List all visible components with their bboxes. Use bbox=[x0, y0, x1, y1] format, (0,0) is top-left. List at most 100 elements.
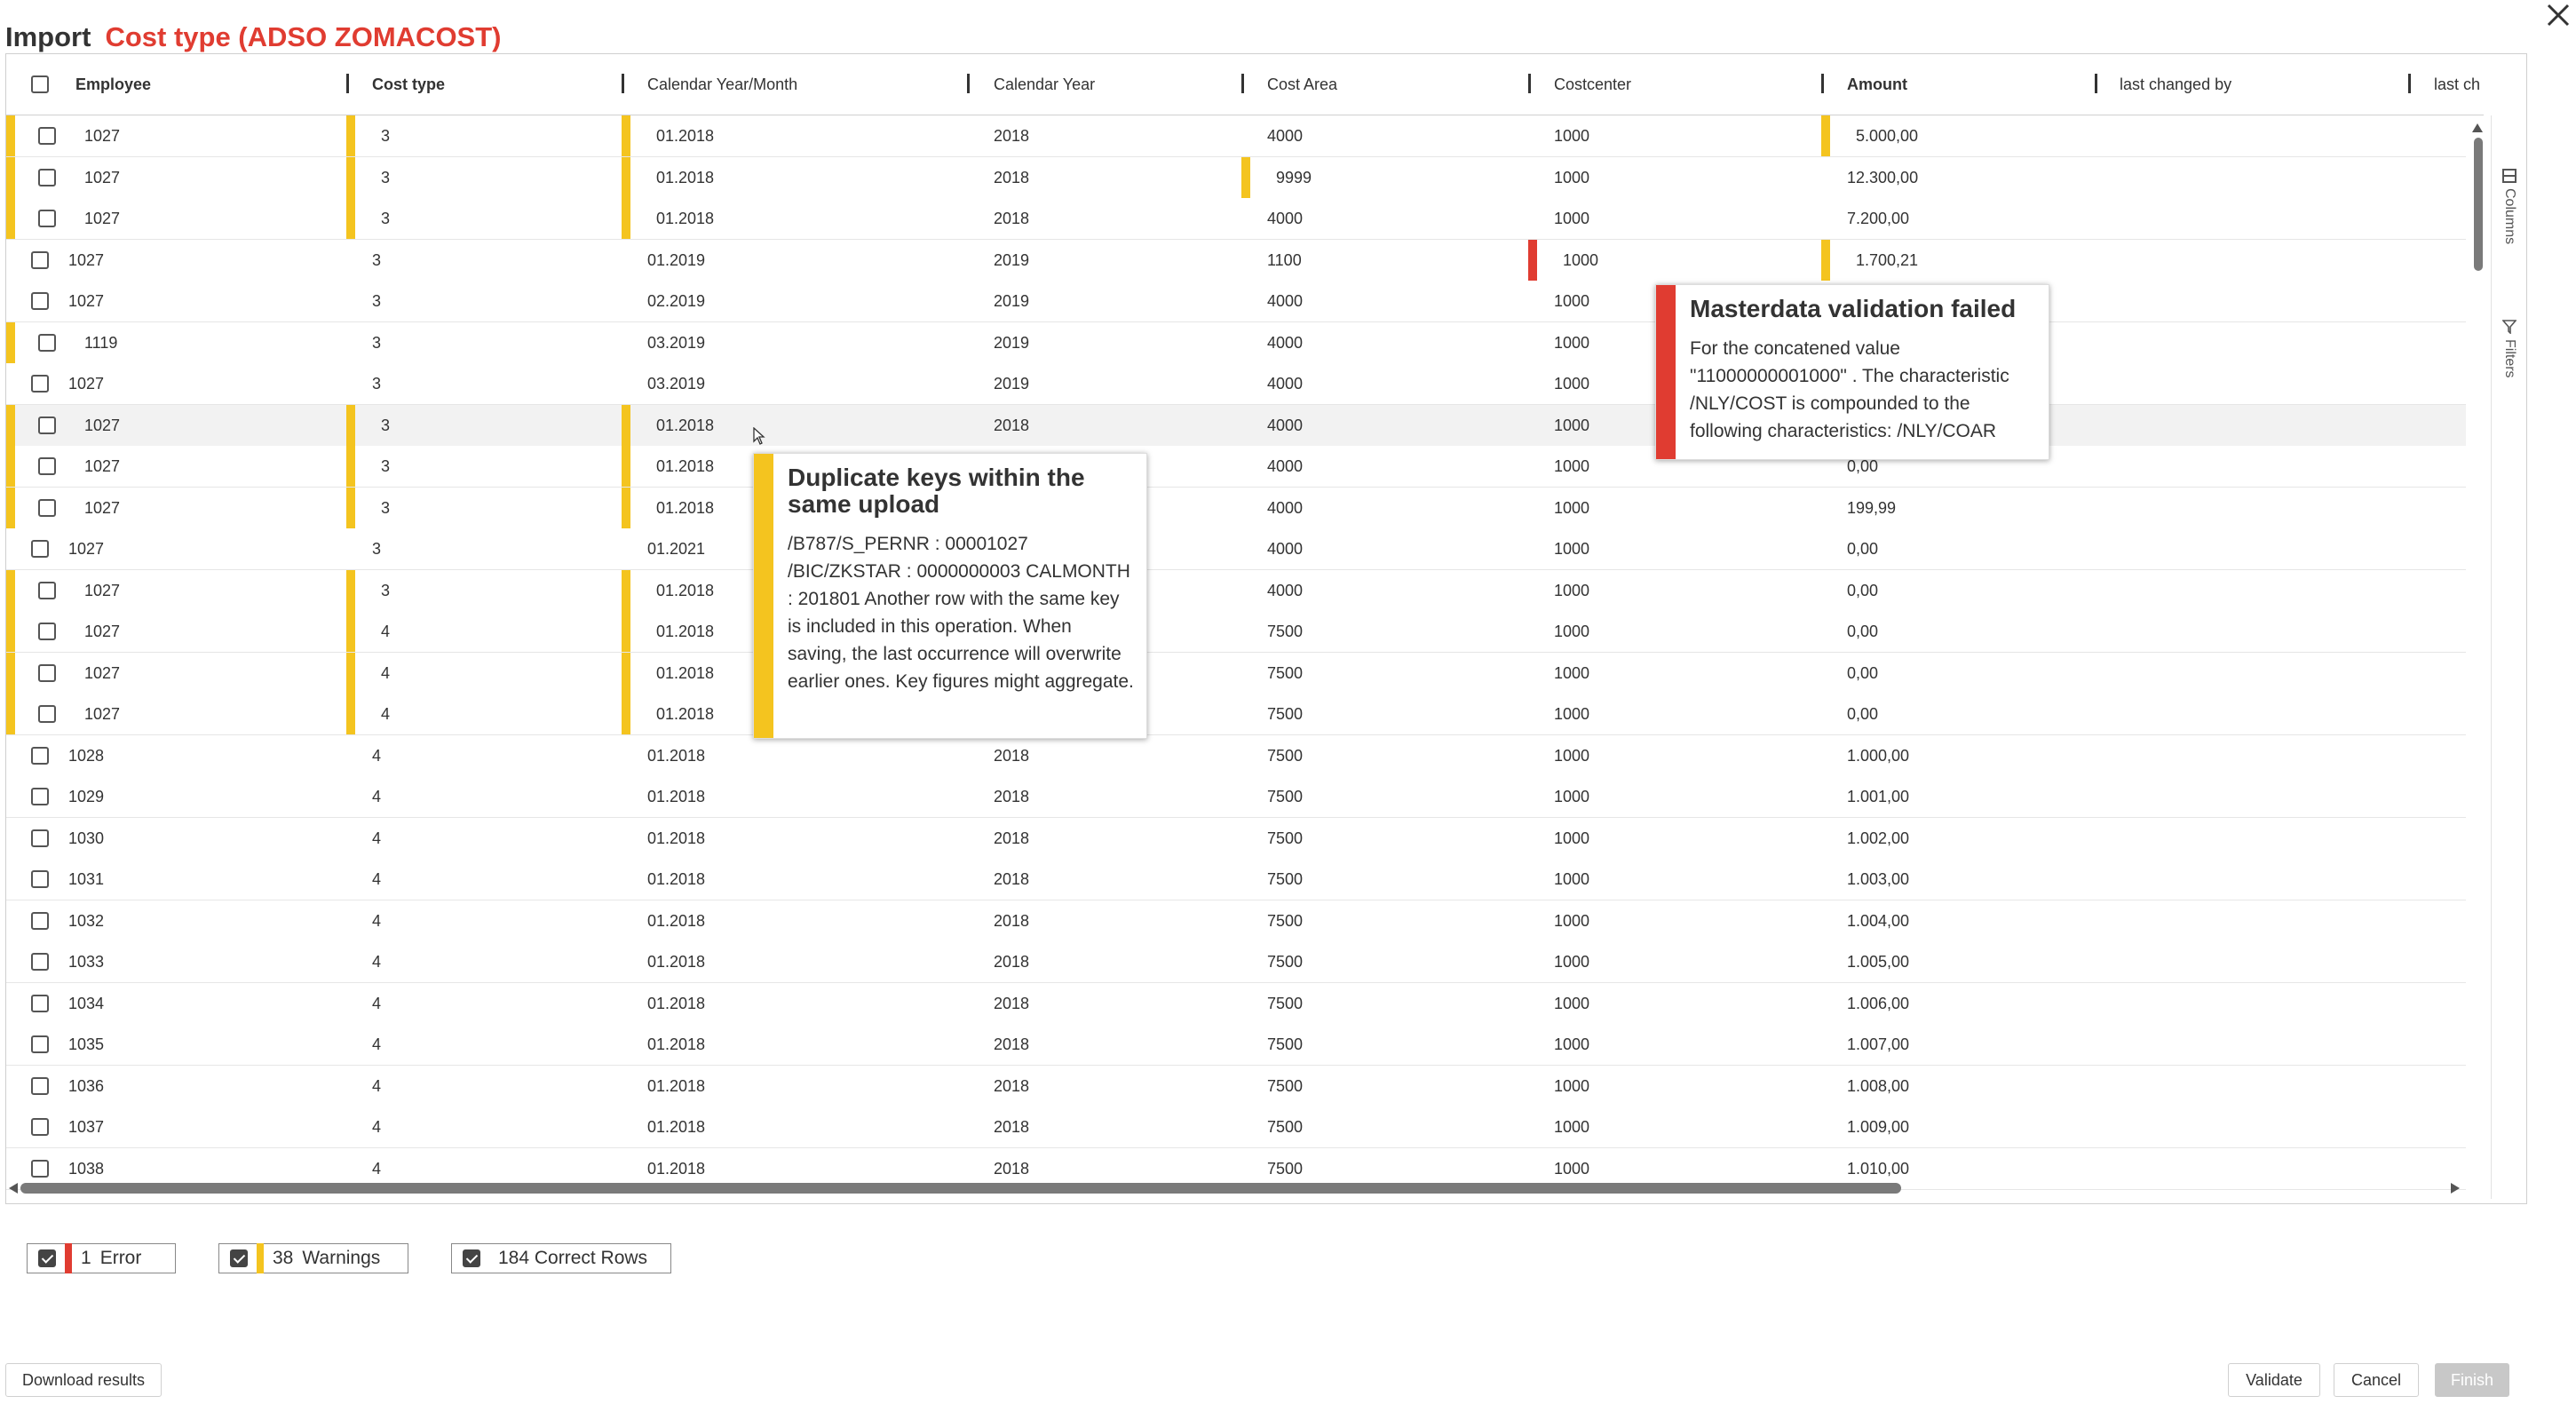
row-checkbox[interactable] bbox=[31, 788, 49, 805]
cell-cost-area[interactable]: 1100 bbox=[1267, 250, 1302, 269]
column-resize-handle[interactable] bbox=[1241, 74, 1244, 93]
warnings-filter-toggle[interactable]: 38 Warnings bbox=[218, 1243, 408, 1273]
cell-employee[interactable]: 1036 bbox=[68, 1076, 105, 1095]
row-checkbox[interactable] bbox=[38, 334, 56, 352]
warnings-filter-checkbox[interactable] bbox=[230, 1249, 248, 1267]
cell-calendar-year[interactable]: 2018 bbox=[994, 994, 1030, 1012]
warning-marker[interactable] bbox=[346, 157, 355, 198]
table-row[interactable]: 1027 3 02.2019 2019 4000 1000 bbox=[6, 281, 2466, 322]
cell-calendar-year[interactable]: 2018 bbox=[994, 787, 1030, 805]
row-checkbox-cell[interactable] bbox=[31, 281, 49, 321]
cell-cost-area[interactable]: 4000 bbox=[1267, 581, 1304, 599]
cell-cost-area[interactable]: 9999 bbox=[1276, 168, 1312, 186]
row-checkbox[interactable] bbox=[31, 540, 49, 558]
row-checkbox-cell[interactable] bbox=[38, 570, 56, 611]
table-row[interactable]: 1027 3 01.2018 4000 1000 0,00 bbox=[6, 570, 2466, 612]
row-checkbox[interactable] bbox=[38, 169, 56, 186]
column-header-last-changed-at[interactable]: last ch bbox=[2434, 75, 2481, 93]
download-results-button[interactable]: Download results bbox=[5, 1363, 162, 1397]
table-row[interactable]: 1033 4 01.2018 2018 7500 1000 1.005,00 bbox=[6, 941, 2466, 983]
cell-cost-area[interactable]: 7500 bbox=[1267, 787, 1304, 805]
warning-marker[interactable] bbox=[622, 198, 630, 239]
cell-calendar-year[interactable]: 2018 bbox=[994, 416, 1030, 434]
cell-costcenter[interactable]: 1000 bbox=[1554, 869, 1590, 888]
cell-calendar-year-month[interactable]: 01.2018 bbox=[656, 498, 715, 517]
cell-costcenter[interactable]: 1000 bbox=[1554, 663, 1590, 682]
cell-calendar-year[interactable]: 2018 bbox=[994, 1159, 1030, 1178]
cell-costcenter[interactable]: 1000 bbox=[1554, 539, 1590, 558]
cell-cost-area[interactable]: 7500 bbox=[1267, 704, 1304, 723]
column-header-calendar-year[interactable]: Calendar Year bbox=[994, 75, 1096, 93]
error-filter-checkbox[interactable] bbox=[38, 1249, 56, 1267]
cell-employee[interactable]: 1028 bbox=[68, 746, 105, 765]
cell-calendar-year-month[interactable]: 01.2019 bbox=[647, 250, 706, 269]
cell-cost-type[interactable]: 4 bbox=[372, 746, 382, 765]
finish-button[interactable]: Finish bbox=[2435, 1363, 2509, 1397]
cell-cost-type[interactable]: 3 bbox=[372, 250, 382, 269]
vertical-scrollbar[interactable] bbox=[2468, 117, 2487, 1203]
column-resize-handle[interactable] bbox=[2408, 74, 2411, 93]
table-row[interactable]: 1119 3 03.2019 2019 4000 1000 bbox=[6, 322, 2466, 364]
warning-marker[interactable] bbox=[622, 694, 630, 734]
column-resize-handle[interactable] bbox=[967, 74, 970, 93]
cell-employee[interactable]: 1038 bbox=[68, 1159, 105, 1178]
table-row[interactable]: 1027 4 01.2018 7500 1000 0,00 bbox=[6, 611, 2466, 653]
cell-amount[interactable]: 1.000,00 bbox=[1847, 746, 1910, 765]
warning-marker[interactable] bbox=[1821, 115, 1830, 156]
cell-amount[interactable]: 12.300,00 bbox=[1847, 168, 1919, 186]
cell-calendar-year-month[interactable]: 01.2018 bbox=[647, 829, 706, 847]
column-header-employee[interactable]: Employee bbox=[75, 75, 152, 93]
row-checkbox-cell[interactable] bbox=[31, 240, 49, 281]
cell-cost-type[interactable]: 3 bbox=[381, 498, 391, 517]
validate-button[interactable]: Validate bbox=[2228, 1363, 2320, 1397]
column-header-calendar-year-month[interactable]: Calendar Year/Month bbox=[647, 75, 798, 93]
row-checkbox[interactable] bbox=[38, 416, 56, 434]
row-checkbox[interactable] bbox=[31, 1035, 49, 1053]
cell-calendar-year-month[interactable]: 01.2018 bbox=[656, 581, 715, 599]
row-checkbox-cell[interactable] bbox=[31, 941, 49, 982]
table-row[interactable]: 1027 3 01.2018 2018 4000 1000 5.000,00 bbox=[6, 115, 2466, 157]
cell-calendar-year-month[interactable]: 01.2018 bbox=[656, 704, 715, 723]
cell-cost-type[interactable]: 4 bbox=[372, 952, 382, 971]
row-checkbox-cell[interactable] bbox=[31, 1066, 49, 1107]
cell-calendar-year-month[interactable]: 01.2018 bbox=[647, 869, 706, 888]
warning-marker[interactable] bbox=[346, 570, 355, 611]
close-icon[interactable] bbox=[2541, 0, 2572, 30]
cell-calendar-year-month[interactable]: 01.2018 bbox=[647, 746, 706, 765]
table-row[interactable]: 1027 3 01.2018 2018 4000 1000 bbox=[6, 405, 2466, 447]
cell-cost-area[interactable]: 7500 bbox=[1267, 746, 1304, 765]
cell-cost-type[interactable]: 4 bbox=[372, 1035, 382, 1053]
cell-amount[interactable]: 0,00 bbox=[1847, 581, 1879, 599]
column-header-amount[interactable]: Amount bbox=[1847, 75, 1907, 93]
cell-costcenter[interactable]: 1000 bbox=[1554, 498, 1590, 517]
cell-calendar-year-month[interactable]: 01.2018 bbox=[647, 952, 706, 971]
cell-cost-area[interactable]: 7500 bbox=[1267, 911, 1304, 930]
cell-amount[interactable]: 1.003,00 bbox=[1847, 869, 1910, 888]
cell-cost-area[interactable]: 7500 bbox=[1267, 622, 1304, 640]
cell-employee[interactable]: 1027 bbox=[68, 291, 105, 310]
row-checkbox-cell[interactable] bbox=[38, 157, 56, 198]
cell-costcenter[interactable]: 1000 bbox=[1554, 1117, 1590, 1136]
row-checkbox-cell[interactable] bbox=[31, 900, 49, 941]
cell-costcenter[interactable]: 1000 bbox=[1554, 1159, 1590, 1178]
cell-amount[interactable]: 1.010,00 bbox=[1847, 1159, 1910, 1178]
cell-amount[interactable]: 7.200,00 bbox=[1847, 209, 1910, 227]
warning-marker[interactable] bbox=[622, 405, 630, 446]
cell-cost-type[interactable]: 3 bbox=[372, 374, 382, 393]
cell-employee[interactable]: 1027 bbox=[84, 498, 121, 517]
warning-marker[interactable] bbox=[6, 653, 15, 694]
cell-calendar-year-month[interactable]: 01.2018 bbox=[647, 911, 706, 930]
cell-cost-type[interactable]: 3 bbox=[381, 168, 391, 186]
warning-marker[interactable] bbox=[622, 115, 630, 156]
column-resize-handle[interactable] bbox=[346, 74, 349, 93]
column-header-last-changed-by[interactable]: last changed by bbox=[2120, 75, 2232, 93]
warning-marker[interactable] bbox=[1241, 157, 1250, 198]
cell-cost-area[interactable]: 7500 bbox=[1267, 994, 1304, 1012]
column-header-cost-area[interactable]: Cost Area bbox=[1267, 75, 1338, 93]
row-checkbox-cell[interactable] bbox=[38, 611, 56, 652]
warning-marker[interactable] bbox=[346, 694, 355, 734]
cell-calendar-year-month[interactable]: 03.2019 bbox=[647, 374, 706, 393]
table-row[interactable]: 1027 3 01.2018 4000 1000 199,99 bbox=[6, 488, 2466, 529]
cell-calendar-year-month[interactable]: 02.2019 bbox=[647, 291, 706, 310]
row-checkbox-cell[interactable] bbox=[38, 198, 56, 239]
